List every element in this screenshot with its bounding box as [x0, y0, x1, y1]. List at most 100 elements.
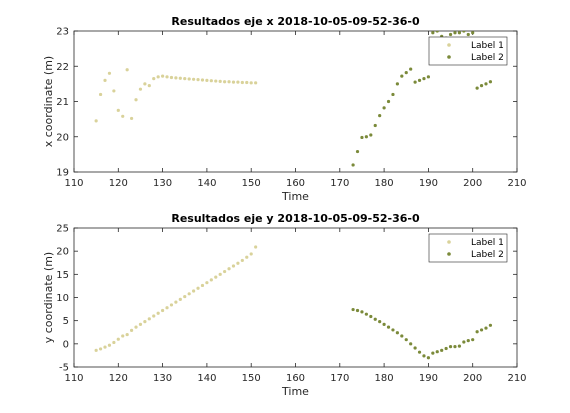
- series-1-point: [165, 75, 169, 79]
- series-2-point: [391, 328, 395, 332]
- y-tick-label: 25: [56, 224, 69, 235]
- series-1-point: [121, 334, 125, 338]
- series-1-point: [129, 116, 134, 121]
- series-1-point: [249, 252, 253, 256]
- x-tick-label: 140: [197, 373, 216, 384]
- series-2-point: [378, 114, 382, 118]
- legend-marker: [447, 55, 451, 59]
- series-1-point: [240, 258, 244, 263]
- series-1-point: [107, 343, 112, 347]
- legend: Label 1 Label 2: [428, 36, 508, 66]
- series-1-point: [94, 348, 98, 352]
- series-1-point: [178, 76, 182, 80]
- series-2-point: [404, 338, 408, 342]
- data-points: [94, 31, 493, 167]
- series-1-point: [152, 76, 156, 81]
- series-2-point: [409, 67, 413, 71]
- legend: Label 1 Label 2: [428, 233, 508, 263]
- x-tick-label: 180: [375, 178, 394, 189]
- series-2-point: [475, 86, 479, 90]
- series-2-point: [448, 345, 453, 349]
- series-2-point: [462, 340, 466, 344]
- series-2-point: [395, 331, 399, 335]
- series-1-point: [245, 80, 249, 85]
- series-1-point: [254, 81, 258, 85]
- legend-entry: Label 2: [471, 53, 504, 63]
- series-1-point: [143, 82, 147, 86]
- series-1-point: [196, 286, 200, 290]
- series-2-point: [417, 350, 422, 354]
- series-2-point: [435, 350, 439, 354]
- y-tick-label: 22: [56, 62, 69, 73]
- y-tick-label: 23: [56, 27, 69, 38]
- x-tick-label: 180: [375, 373, 394, 384]
- series-1-point: [116, 108, 120, 112]
- x-tick-label: 140: [197, 178, 216, 189]
- series-2-point: [488, 323, 493, 327]
- series-1-point: [134, 325, 138, 329]
- series-2-point: [484, 326, 488, 330]
- series-1-point: [183, 294, 187, 299]
- series-1-point: [116, 337, 120, 341]
- x-tick-label: 110: [64, 373, 83, 384]
- series-1-point: [174, 76, 178, 80]
- series-2-point: [400, 334, 404, 338]
- series-1-point: [103, 78, 107, 82]
- series-1-point: [134, 98, 138, 102]
- series-2-point: [386, 325, 391, 329]
- legend-marker: [447, 43, 451, 47]
- series-2-point: [386, 99, 391, 104]
- series-1-point: [231, 80, 236, 84]
- y-tick-label: 5: [63, 316, 69, 327]
- series-1-point: [125, 332, 129, 337]
- series-1-point: [240, 80, 244, 85]
- y-axis-label: x coordinate (m): [42, 56, 55, 147]
- x-tick-label: 190: [419, 178, 438, 189]
- series-2-point: [360, 310, 364, 314]
- series-2-point: [453, 345, 457, 349]
- y-tick-label: 0: [63, 339, 69, 350]
- x-tick-label: 130: [153, 373, 172, 384]
- x-tick-label: 120: [109, 178, 128, 189]
- series-2-point: [355, 149, 360, 154]
- x-tick-label: 170: [330, 178, 349, 189]
- series-2-point: [364, 312, 368, 316]
- series-2-point: [355, 308, 360, 313]
- series-1-point: [152, 314, 156, 318]
- series-1-point: [147, 317, 151, 321]
- legend-marker: [447, 240, 451, 244]
- series-2-point: [466, 32, 470, 37]
- series-2-point: [417, 78, 422, 82]
- series-2-point: [426, 75, 430, 79]
- y-tick-label: 19: [56, 168, 69, 179]
- series-1-point: [245, 255, 249, 259]
- x-tick-label: 120: [109, 373, 128, 384]
- series-1-point: [192, 77, 196, 81]
- series-1-point: [192, 289, 196, 293]
- series-2-point: [391, 92, 395, 97]
- series-2-point: [457, 344, 462, 348]
- series-1-point: [112, 340, 116, 345]
- legend-box: [428, 233, 508, 263]
- x-tick-label: 170: [330, 373, 349, 384]
- series-2-point: [373, 123, 377, 128]
- series-2-point: [431, 351, 435, 355]
- series-2-point: [364, 135, 368, 139]
- series-1-point: [94, 119, 98, 123]
- y-tick-label: 20: [56, 132, 69, 143]
- series-1-point: [169, 303, 174, 307]
- chart-title: Resultados eje y 2018-10-05-09-52-36-0: [171, 212, 420, 225]
- series-2-point: [378, 319, 382, 324]
- series-1-point: [231, 264, 236, 268]
- series-1-point: [165, 306, 169, 310]
- y-axis-label: y coordinate (m): [42, 252, 55, 343]
- series-1-point: [143, 319, 147, 324]
- series-2-point: [351, 163, 355, 167]
- legend-box: [428, 36, 508, 66]
- series-2-point: [484, 82, 488, 86]
- series-1-point: [125, 68, 129, 72]
- x-tick-label: 190: [419, 373, 438, 384]
- series-2-point: [422, 354, 426, 358]
- series-1-point: [98, 92, 103, 97]
- series-1-point: [161, 308, 165, 313]
